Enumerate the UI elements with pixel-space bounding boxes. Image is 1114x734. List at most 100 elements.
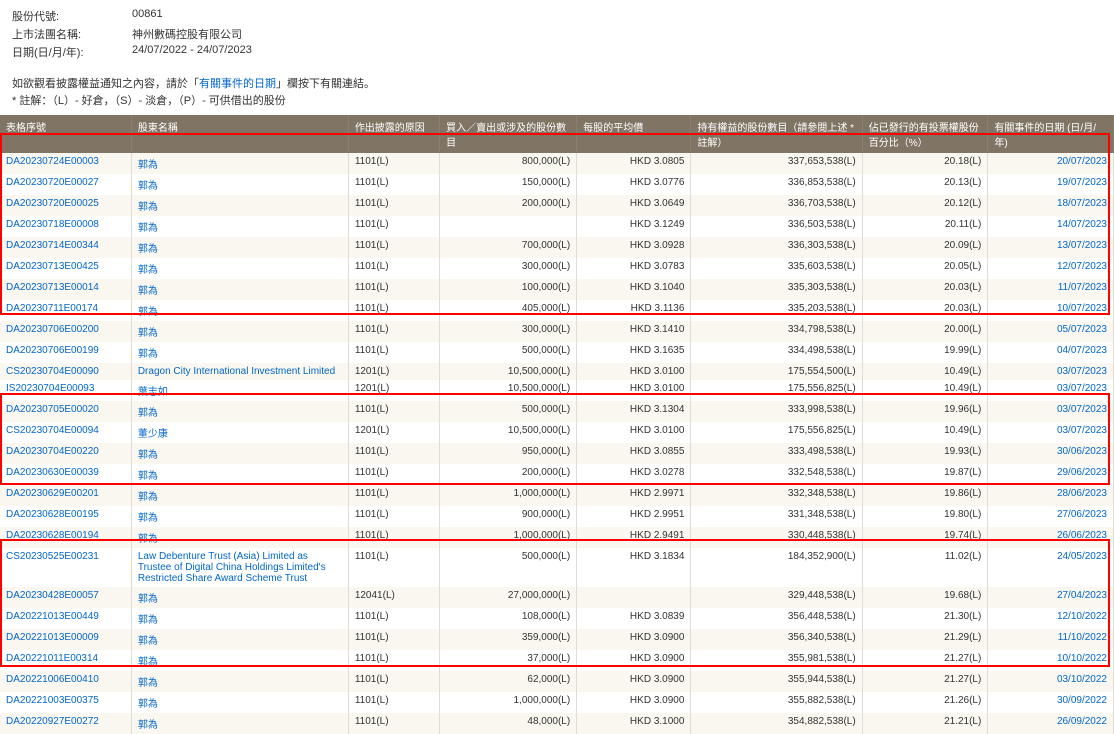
cell-name[interactable]: 郭為 — [131, 608, 348, 629]
cell-name[interactable]: 郭為 — [131, 629, 348, 650]
cell-id[interactable]: DA20230720E00027 — [0, 174, 131, 195]
cell-date[interactable]: 03/07/2023 — [988, 401, 1114, 422]
cell-id[interactable]: DA20230428E00057 — [0, 587, 131, 608]
cell-date[interactable]: 03/07/2023 — [988, 363, 1114, 380]
cell-name[interactable]: 郭為 — [131, 506, 348, 527]
cell-id[interactable]: DA20230628E00195 — [0, 506, 131, 527]
cell-date[interactable]: 11/07/2023 — [988, 279, 1114, 300]
cell-id[interactable]: DA20230630E00039 — [0, 464, 131, 485]
cell-id[interactable]: CS20230704E00090 — [0, 363, 131, 380]
cell-id[interactable]: DA20230713E00014 — [0, 279, 131, 300]
cell-name[interactable]: 郭為 — [131, 321, 348, 342]
cell-date[interactable]: 10/10/2022 — [988, 650, 1114, 671]
cell-reason: 1101(L) — [348, 216, 439, 237]
col-header-holdings: 持有權益的股份數目（請參閱上述 *註解） — [691, 115, 862, 153]
cell-date[interactable]: 19/07/2023 — [988, 174, 1114, 195]
cell-name[interactable]: 郭為 — [131, 671, 348, 692]
cell-pct: 20.03(L) — [862, 279, 988, 300]
cell-id[interactable]: DA20230711E00174 — [0, 300, 131, 321]
cell-price: HKD 2.9491 — [577, 527, 691, 548]
cell-name[interactable]: 郭為 — [131, 587, 348, 608]
cell-date[interactable]: 18/07/2023 — [988, 195, 1114, 216]
cell-name[interactable]: 郭為 — [131, 443, 348, 464]
cell-name[interactable]: 郭為 — [131, 401, 348, 422]
cell-price: HKD 3.1410 — [577, 321, 691, 342]
cell-date[interactable]: 29/06/2023 — [988, 464, 1114, 485]
cell-name[interactable]: 郭為 — [131, 464, 348, 485]
cell-name[interactable]: 郭為 — [131, 485, 348, 506]
cell-shares: 27,000,000(L) — [440, 587, 577, 608]
cell-id[interactable]: DA20230706E00199 — [0, 342, 131, 363]
cell-date[interactable]: 12/07/2023 — [988, 258, 1114, 279]
cell-name[interactable]: 郭為 — [131, 237, 348, 258]
table-row: DA20230630E00039郭為1101(L)200,000(L)HKD 3… — [0, 464, 1114, 485]
cell-date[interactable]: 05/07/2023 — [988, 321, 1114, 342]
cell-name[interactable]: 郭為 — [131, 279, 348, 300]
cell-price: HKD 3.0649 — [577, 195, 691, 216]
cell-pct: 20.09(L) — [862, 237, 988, 258]
cell-date[interactable]: 13/07/2023 — [988, 237, 1114, 258]
cell-name[interactable]: 郭為 — [131, 216, 348, 237]
cell-shares: 500,000(L) — [440, 401, 577, 422]
cell-date[interactable]: 30/06/2023 — [988, 443, 1114, 464]
cell-date[interactable]: 03/07/2023 — [988, 422, 1114, 443]
cell-date[interactable]: 03/07/2023 — [988, 380, 1114, 401]
cell-date[interactable]: 27/04/2023 — [988, 587, 1114, 608]
cell-id[interactable]: DA20230718E00008 — [0, 216, 131, 237]
cell-name[interactable]: 郭為 — [131, 650, 348, 671]
cell-name[interactable]: 郭為 — [131, 342, 348, 363]
cell-name[interactable]: 郭為 — [131, 300, 348, 321]
cell-id[interactable]: DA20230724E00003 — [0, 153, 131, 174]
cell-name[interactable]: Dragon City International Investment Lim… — [131, 363, 348, 380]
cell-id[interactable]: CS20230525E00231 — [0, 548, 131, 587]
cell-date[interactable]: 04/07/2023 — [988, 342, 1114, 363]
cell-shares: 37,000(L) — [440, 650, 577, 671]
cell-date[interactable]: 27/06/2023 — [988, 506, 1114, 527]
cell-id[interactable]: DA20221011E00314 — [0, 650, 131, 671]
cell-id[interactable]: CS20230704E00094 — [0, 422, 131, 443]
cell-date[interactable]: 26/06/2023 — [988, 527, 1114, 548]
cell-id[interactable]: IS20230704E00093 — [0, 380, 131, 401]
cell-date[interactable]: 26/09/2022 — [988, 713, 1114, 734]
cell-date[interactable]: 28/06/2023 — [988, 485, 1114, 506]
cell-name[interactable]: 郭為 — [131, 258, 348, 279]
cell-name[interactable]: 郭為 — [131, 195, 348, 216]
cell-name[interactable]: 郭為 — [131, 713, 348, 734]
cell-date[interactable]: 24/05/2023 — [988, 548, 1114, 587]
cell-name[interactable]: 董少康 — [131, 422, 348, 443]
cell-id[interactable]: DA20230713E00425 — [0, 258, 131, 279]
cell-shares: 62,000(L) — [440, 671, 577, 692]
cell-id[interactable]: DA20230704E00220 — [0, 443, 131, 464]
cell-holdings: 335,303,538(L) — [691, 279, 862, 300]
cell-date[interactable]: 20/07/2023 — [988, 153, 1114, 174]
cell-date[interactable]: 03/10/2022 — [988, 671, 1114, 692]
cell-id[interactable]: DA20230714E00344 — [0, 237, 131, 258]
cell-date[interactable]: 12/10/2022 — [988, 608, 1114, 629]
cell-id[interactable]: DA20230705E00020 — [0, 401, 131, 422]
cell-id[interactable]: DA20221003E00375 — [0, 692, 131, 713]
cell-date[interactable]: 30/09/2022 — [988, 692, 1114, 713]
cell-name[interactable]: Law Debenture Trust (Asia) Limited as Tr… — [131, 548, 348, 587]
cell-id[interactable]: DA20220927E00272 — [0, 713, 131, 734]
cell-pct: 19.99(L) — [862, 342, 988, 363]
cell-date[interactable]: 11/10/2022 — [988, 629, 1114, 650]
cell-id[interactable]: DA20230628E00194 — [0, 527, 131, 548]
cell-pct: 20.05(L) — [862, 258, 988, 279]
cell-holdings: 356,340,538(L) — [691, 629, 862, 650]
cell-pct: 21.26(L) — [862, 692, 988, 713]
cell-id[interactable]: DA20221013E00009 — [0, 629, 131, 650]
cell-id[interactable]: DA20221006E00410 — [0, 671, 131, 692]
cell-name[interactable]: 郭為 — [131, 153, 348, 174]
cell-id[interactable]: DA20230720E00025 — [0, 195, 131, 216]
cell-id[interactable]: DA20221013E00449 — [0, 608, 131, 629]
note-link[interactable]: 有關事件的日期 — [199, 78, 276, 90]
cell-reason: 1201(L) — [348, 363, 439, 380]
cell-name[interactable]: 郭為 — [131, 692, 348, 713]
cell-name[interactable]: 郭為 — [131, 174, 348, 195]
cell-date[interactable]: 10/07/2023 — [988, 300, 1114, 321]
cell-id[interactable]: DA20230706E00200 — [0, 321, 131, 342]
cell-id[interactable]: DA20230629E00201 — [0, 485, 131, 506]
cell-name[interactable]: 葉志如 — [131, 380, 348, 401]
cell-name[interactable]: 郭為 — [131, 527, 348, 548]
cell-date[interactable]: 14/07/2023 — [988, 216, 1114, 237]
